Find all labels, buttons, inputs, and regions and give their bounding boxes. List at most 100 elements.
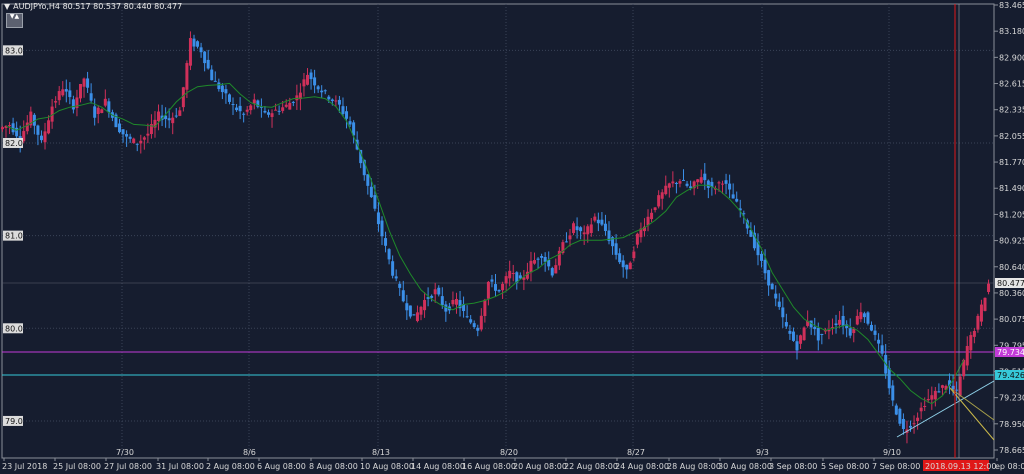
candle-body bbox=[898, 408, 902, 424]
candle-body bbox=[121, 129, 125, 135]
candle-body bbox=[820, 333, 824, 335]
candle-body bbox=[337, 99, 341, 105]
candle-body bbox=[742, 213, 746, 215]
candle-body bbox=[561, 242, 565, 253]
candle-body bbox=[302, 79, 306, 87]
candle-body bbox=[376, 212, 380, 225]
candle-body bbox=[799, 335, 803, 344]
candle-body bbox=[692, 181, 696, 189]
one-click-trading-button[interactable]: ▼▲ bbox=[6, 13, 23, 28]
candle-body bbox=[146, 133, 150, 136]
candle-body bbox=[777, 301, 781, 307]
candle-body bbox=[955, 389, 959, 391]
candle-body bbox=[164, 115, 168, 120]
candle-body bbox=[862, 313, 866, 318]
candle-body bbox=[153, 119, 157, 128]
candle-body bbox=[309, 72, 313, 80]
candle-body bbox=[192, 38, 196, 47]
price-tick-label: 82.615 bbox=[999, 80, 1024, 89]
candle-body bbox=[391, 261, 395, 276]
candle-body bbox=[646, 216, 650, 226]
candle-body bbox=[415, 312, 419, 322]
candle-body bbox=[869, 324, 873, 331]
candle-body bbox=[550, 268, 554, 276]
candle-body bbox=[859, 312, 863, 320]
candle-body bbox=[369, 186, 373, 198]
time-label: 16 Aug 08:00 bbox=[462, 462, 516, 471]
candle-body bbox=[220, 85, 224, 93]
candle-body bbox=[650, 212, 654, 220]
candle-body bbox=[760, 253, 764, 261]
trend-line-falling-2[interactable] bbox=[949, 387, 995, 421]
candle-body bbox=[667, 183, 671, 188]
grid-label: 83.0 bbox=[5, 46, 23, 55]
candle-body bbox=[316, 86, 320, 90]
collapse-triangle-icon[interactable]: ▼ bbox=[4, 2, 11, 11]
candle-body bbox=[834, 323, 838, 326]
candle-body bbox=[277, 110, 281, 112]
candle-body bbox=[25, 122, 29, 132]
candle-body bbox=[880, 345, 884, 354]
candle-body bbox=[987, 283, 991, 292]
candle-body bbox=[866, 312, 870, 324]
candle-body bbox=[86, 78, 90, 88]
grid bbox=[1, 3, 995, 459]
week-label: 8/6 bbox=[243, 448, 256, 457]
price-tick-label: 83.180 bbox=[999, 27, 1024, 36]
candle-body bbox=[135, 143, 139, 145]
candle-body bbox=[721, 183, 725, 185]
candle-body bbox=[203, 51, 207, 64]
price-tick-label: 82.335 bbox=[999, 106, 1024, 115]
candle-body bbox=[181, 87, 185, 108]
current-price-label: 80.477 bbox=[997, 279, 1024, 288]
candle-body bbox=[486, 281, 490, 299]
candle-body bbox=[724, 180, 728, 184]
candle-body bbox=[114, 114, 118, 128]
magenta-level-label: 79.734 bbox=[997, 348, 1024, 357]
trend-lines[interactable] bbox=[896, 4, 995, 458]
time-label: 8 Aug 08:00 bbox=[309, 462, 358, 471]
candle-body bbox=[813, 326, 817, 330]
candle-body bbox=[788, 330, 792, 334]
candle-body bbox=[231, 103, 235, 105]
candle-body bbox=[320, 90, 324, 93]
candle-body bbox=[0, 127, 4, 130]
price-tick-label: 82.900 bbox=[999, 53, 1024, 62]
candle-body bbox=[802, 327, 806, 341]
candle-body bbox=[909, 425, 913, 428]
candle-body bbox=[430, 295, 434, 298]
candle-body bbox=[401, 290, 405, 302]
candle-body bbox=[284, 104, 288, 107]
candle-body bbox=[227, 94, 231, 102]
candle-body bbox=[937, 391, 941, 393]
candle-body bbox=[770, 283, 774, 290]
time-label: 10 Aug 08:00 bbox=[360, 462, 414, 471]
candle-body bbox=[536, 258, 540, 260]
candle-body bbox=[557, 250, 561, 266]
candle-body bbox=[125, 134, 129, 137]
chart-header: ▼ AUDJPYo,H4 80.517 80.537 80.440 80.477 bbox=[4, 2, 182, 11]
candle-body bbox=[600, 219, 604, 225]
trend-line-rising[interactable] bbox=[896, 380, 995, 438]
candle-body bbox=[387, 249, 391, 260]
week-label: 9/10 bbox=[883, 448, 901, 457]
candle-body bbox=[745, 220, 749, 229]
candle-body bbox=[196, 41, 200, 47]
candle-body bbox=[972, 330, 976, 337]
time-label: 24 Aug 08:00 bbox=[615, 462, 669, 471]
candle-body bbox=[270, 113, 274, 117]
candle-body bbox=[767, 270, 771, 286]
candle-body bbox=[213, 80, 217, 82]
crosshair-time-box bbox=[923, 460, 989, 471]
candle-body bbox=[582, 232, 586, 235]
candle-body bbox=[752, 232, 756, 249]
candle-body bbox=[756, 241, 760, 256]
time-label: 25 Jul 08:00 bbox=[53, 462, 101, 471]
candle-body bbox=[838, 319, 842, 325]
horizontal-lines[interactable] bbox=[2, 282, 994, 376]
candle-body bbox=[465, 316, 469, 318]
trend-line-falling-1[interactable] bbox=[949, 387, 995, 441]
